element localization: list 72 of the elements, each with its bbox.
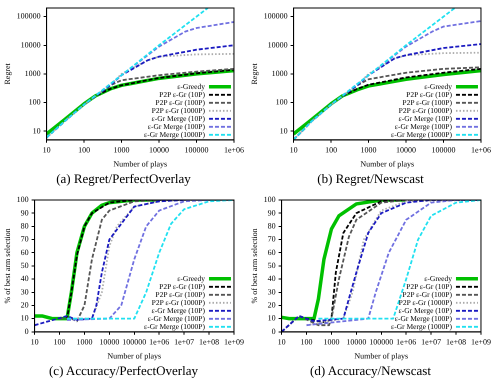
- x-tick-label: 100000: [122, 338, 146, 347]
- y-tick-label: 60: [268, 248, 276, 257]
- x-tick-label: 1e+06: [224, 146, 244, 155]
- x-tick-label: 100000: [184, 146, 208, 155]
- y-tick-label: 50: [20, 260, 29, 270]
- x-tick-label: 10: [42, 146, 51, 155]
- y-tick-label: 100: [16, 195, 29, 204]
- y-tick-label: 20: [20, 300, 29, 310]
- text: (d) Accuracy/Newscast: [309, 362, 432, 380]
- y-tick-label: 20: [268, 300, 276, 310]
- y-tick-label: 0: [272, 326, 276, 336]
- x-tick-label: 1000: [323, 338, 340, 347]
- y-tick-label: 10: [32, 126, 41, 136]
- x-tick-label: 100: [78, 146, 90, 155]
- y-tick-label: 70: [20, 234, 29, 244]
- y-tick-label: 100: [276, 98, 288, 107]
- text: (b) Regret/Newscast: [316, 170, 425, 188]
- x-tick-label: 1e+06: [470, 146, 491, 155]
- x-tick-label: 1e+06: [149, 338, 170, 347]
- y-tick-label: 30: [268, 287, 276, 296]
- y-tick-label: 30: [20, 287, 29, 296]
- y-tick-label: 10000: [20, 40, 41, 50]
- x-tick-label: 10: [290, 146, 298, 155]
- y-axis-title: % of best arm selection: [2, 228, 12, 304]
- x-tick-label: 100: [300, 338, 313, 347]
- y-tick-label: 1000: [24, 68, 41, 78]
- y-axis-title: Regret: [2, 62, 12, 85]
- x-tick-label: 100: [54, 338, 66, 347]
- y-axis-title: Regret: [250, 62, 259, 85]
- text: (c) Accuracy/PerfectOverlay: [48, 362, 200, 380]
- y-tick-label: 40: [20, 274, 29, 284]
- y-axis-title: % of best arm selection: [250, 228, 259, 304]
- x-tick-label: 10000: [346, 338, 366, 347]
- y-tick-label: 40: [268, 274, 276, 284]
- x-tick-label: 1e+09: [470, 338, 491, 347]
- y-tick-label: 80: [268, 221, 276, 230]
- x-axis-title: Number of plays: [107, 351, 162, 360]
- y-tick-label: 1000: [272, 68, 288, 78]
- x-tick-label: 100000: [369, 338, 394, 347]
- y-tick-label: 100000: [16, 12, 41, 21]
- y-tick-label: 10: [280, 126, 288, 136]
- x-axis-title: Number of plays: [113, 159, 168, 168]
- y-tick-label: 10: [268, 314, 276, 323]
- text: (a) Regret/PerfectOverlay: [55, 170, 192, 188]
- x-tick-label: 100: [325, 146, 338, 155]
- y-tick-label: 0: [24, 326, 29, 336]
- x-tick-label: 1000: [76, 338, 92, 347]
- y-tick-label: 50: [268, 260, 276, 270]
- x-tick-label: 10000: [396, 146, 416, 155]
- y-tick-label: 10000: [268, 40, 288, 50]
- y-tick-label: 60: [20, 248, 29, 257]
- x-tick-label: 1e+07: [174, 338, 194, 347]
- y-tick-label: 100: [264, 195, 276, 204]
- y-tick-label: 10: [20, 314, 29, 323]
- x-tick-label: 1e+06: [396, 338, 416, 347]
- x-tick-label: 1e+07: [421, 338, 442, 347]
- x-tick-label: 1000: [114, 146, 130, 155]
- x-tick-label: 10000: [99, 338, 120, 347]
- x-tick-label: 1e+08: [446, 338, 466, 347]
- x-tick-label: 1000: [360, 146, 377, 155]
- y-tick-label: 80: [20, 221, 29, 230]
- y-tick-label: 100000: [264, 12, 288, 21]
- x-axis-title: Number of plays: [360, 159, 414, 168]
- x-tick-label: 1e+09: [224, 338, 244, 347]
- y-tick-label: 90: [268, 208, 276, 218]
- y-tick-label: 100: [28, 98, 41, 107]
- x-tick-label: 1e+08: [199, 338, 220, 347]
- y-tick-label: 70: [268, 234, 276, 244]
- x-tick-label: 100000: [431, 146, 456, 155]
- x-axis-title: Number of plays: [354, 351, 408, 360]
- y-tick-label: 90: [20, 208, 29, 218]
- x-tick-label: 10000: [149, 146, 170, 155]
